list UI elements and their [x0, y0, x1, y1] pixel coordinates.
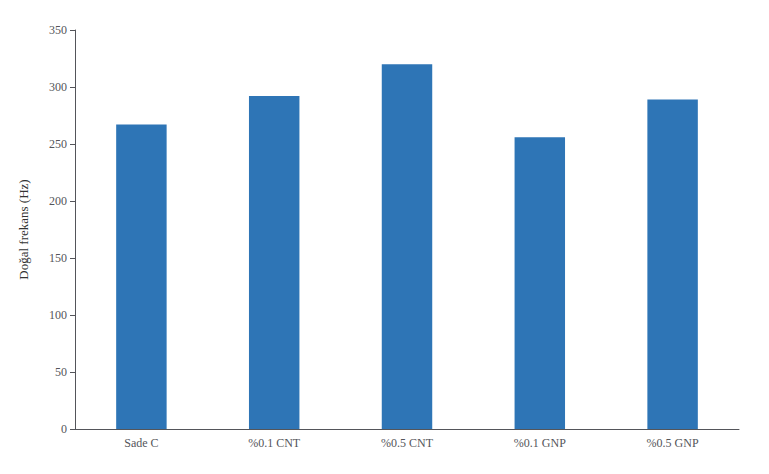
svg-text:100: 100 [49, 308, 67, 322]
svg-text:Sade C: Sade C [124, 436, 158, 450]
svg-text:%0.1 CNT: %0.1 CNT [248, 436, 301, 450]
svg-text:Doğal frekans (Hz): Doğal frekans (Hz) [16, 179, 31, 279]
svg-text:200: 200 [49, 194, 67, 208]
svg-text:250: 250 [49, 137, 67, 151]
svg-text:350: 350 [49, 23, 67, 37]
svg-text:50: 50 [55, 365, 67, 379]
svg-text:%0.5 GNP: %0.5 GNP [647, 436, 699, 450]
svg-text:0: 0 [61, 422, 67, 436]
svg-text:%0.5 CNT: %0.5 CNT [381, 436, 434, 450]
svg-text:%0.1 GNP: %0.1 GNP [514, 436, 566, 450]
svg-text:300: 300 [49, 80, 67, 94]
svg-text:150: 150 [49, 251, 67, 265]
